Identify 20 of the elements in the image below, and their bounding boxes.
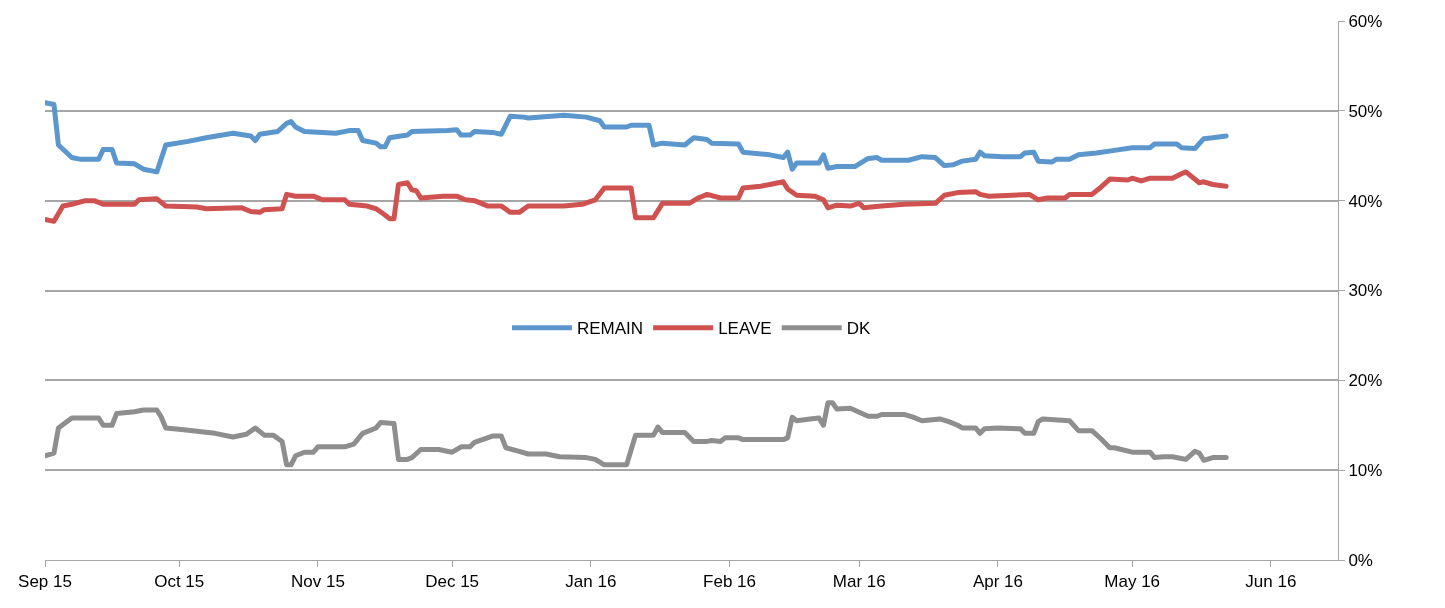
x-tick-label: Nov 15 [290, 572, 345, 592]
y-tick-label: 40% [1348, 191, 1383, 211]
y-tick-label: 20% [1348, 371, 1383, 391]
x-tick-label: Feb 16 [703, 572, 756, 592]
y-tick-label: 30% [1348, 281, 1383, 301]
x-tick-label: Jan 16 [565, 572, 617, 592]
y-tick-label: 0% [1348, 550, 1373, 570]
legend-label: DK [846, 319, 871, 339]
y-tick-label: 10% [1348, 461, 1383, 481]
x-tick-label: Sep 15 [18, 572, 72, 592]
x-tick-label: Dec 15 [425, 572, 480, 592]
x-tick-label: Apr 16 [972, 572, 1024, 592]
y-tick-label: 60% [1348, 11, 1383, 31]
x-tick-label: Oct 15 [154, 572, 205, 592]
x-tick-label: Jun 16 [1245, 572, 1297, 592]
y-tick-label: 50% [1348, 101, 1383, 121]
x-tick-label: May 16 [1104, 572, 1161, 592]
legend-label: LEAVE [718, 319, 772, 339]
legend-label: REMAIN [577, 319, 644, 339]
x-tick-label: Mar 16 [832, 572, 886, 592]
